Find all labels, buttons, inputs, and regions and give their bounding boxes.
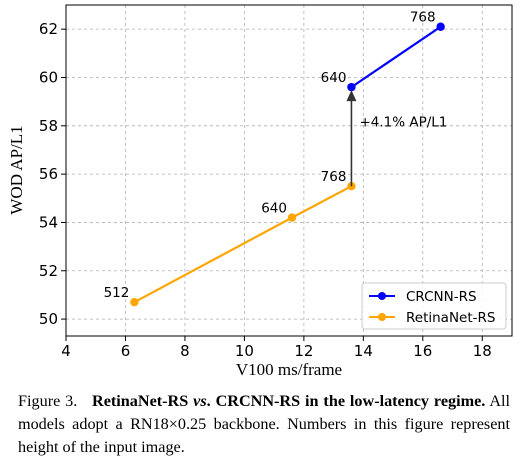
x-tick-label: 10 <box>235 342 254 360</box>
plot-frame <box>65 4 513 337</box>
annotations: +4.1% AP/L1 <box>346 90 447 187</box>
x-tick-label: 8 <box>180 342 190 360</box>
legend-swatch-marker <box>378 313 386 321</box>
x-tick-label: 16 <box>413 342 432 360</box>
x-tick-label: 18 <box>473 342 492 360</box>
point-label: 640 <box>321 70 347 86</box>
point-label: 768 <box>321 169 347 185</box>
axes: 4 6 8 10 12 14 16 18 50 52 54 56 58 60 62 <box>39 4 513 360</box>
y-axis-label: WOD AP/L1 <box>7 125 26 214</box>
x-tick-label: 12 <box>294 342 313 360</box>
point-label: 640 <box>261 201 287 217</box>
y-tick-label: 62 <box>39 20 58 38</box>
series-line <box>133 185 352 304</box>
data-point <box>287 213 297 222</box>
y-tick-label: 50 <box>39 310 58 328</box>
legend-box <box>361 282 507 330</box>
x-tick-label: 14 <box>354 342 373 360</box>
y-tick-label: 58 <box>39 117 58 135</box>
y-tick-label: 60 <box>39 68 58 86</box>
annotation-arrow-head <box>346 90 357 102</box>
x-tick-label: 4 <box>61 342 71 360</box>
legend-swatch-marker <box>378 292 386 300</box>
annotation-text: +4.1% AP/L1 <box>359 115 447 131</box>
x-axis-label: V100 ms/frame <box>236 360 342 379</box>
x-tick-label: 6 <box>121 342 131 360</box>
y-tick-label: 54 <box>39 213 58 231</box>
y-tick-label: 56 <box>39 165 58 183</box>
caption-body: All models adopt a RN18×0.25 backbone. N… <box>18 392 511 456</box>
series-line <box>350 25 442 89</box>
figure-caption: Figure 3. RetinaNet-RS vs. CRCNN-RS in t… <box>18 390 510 459</box>
caption-vs: vs <box>193 392 207 410</box>
chart: 4 6 8 10 12 14 16 18 50 52 54 56 58 60 62 640 768 512 640… <box>7 4 513 379</box>
point-labels: 640 768 512 640 768 <box>104 10 436 301</box>
caption-bold-a: RetinaNet-RS <box>92 392 189 410</box>
series <box>130 22 445 307</box>
legend: CRCNN-RS RetinaNet-RS <box>361 282 507 330</box>
point-label: 768 <box>410 10 436 26</box>
point-label: 512 <box>104 285 130 301</box>
data-point <box>130 297 139 307</box>
data-point <box>347 82 356 92</box>
gridlines <box>65 5 512 336</box>
data-point <box>436 22 445 31</box>
caption-prefix: Figure 3. <box>18 392 78 410</box>
legend-entry: CRCNN-RS <box>406 289 477 305</box>
y-tick-label: 52 <box>39 262 58 280</box>
caption-bold-b: . CRCNN-RS in the low-latency regime. <box>206 392 486 410</box>
legend-entry: RetinaNet-RS <box>406 310 495 326</box>
